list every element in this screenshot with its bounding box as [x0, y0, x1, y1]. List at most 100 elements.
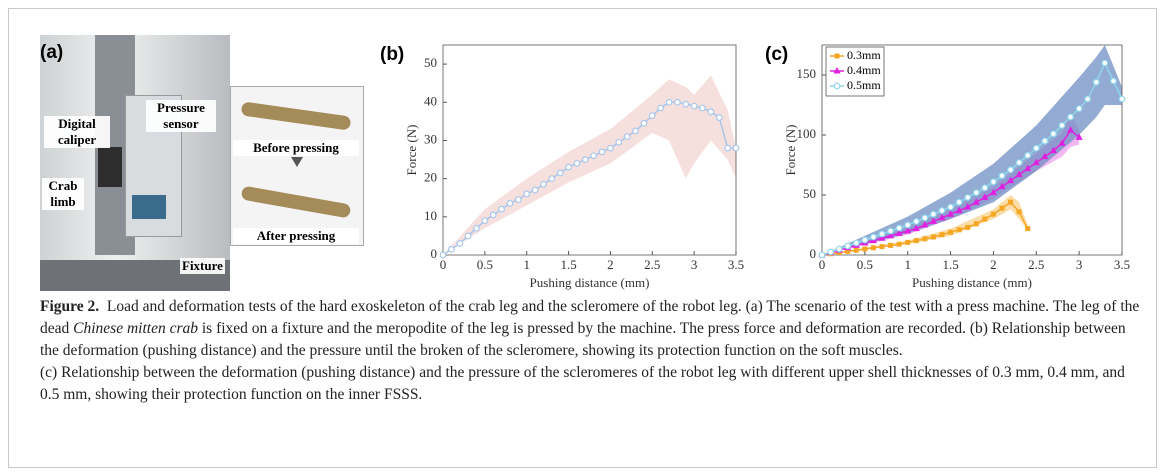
marker	[607, 144, 614, 152]
x-tick-label: 2	[990, 257, 997, 272]
marker	[999, 205, 1005, 211]
marker	[1006, 176, 1015, 184]
marker	[886, 231, 895, 239]
marker	[878, 230, 886, 238]
marker	[632, 127, 639, 135]
marker	[1049, 146, 1058, 154]
marker	[852, 239, 860, 247]
y-tick-label: 20	[424, 170, 437, 185]
marker	[590, 152, 598, 160]
x-tick-label: 1	[523, 257, 530, 272]
photo-label: Fixture	[180, 258, 225, 274]
marker	[929, 217, 938, 224]
marker	[946, 210, 955, 217]
marker	[456, 240, 464, 247]
legend-marker	[834, 53, 840, 59]
y-tick-label: 0	[810, 246, 817, 261]
marker	[531, 186, 539, 194]
marker	[1050, 130, 1057, 138]
marker	[1016, 209, 1022, 215]
x-tick-label: 1	[904, 257, 911, 272]
caption-text: (c) Relationship between the deformation…	[40, 364, 1125, 403]
x-tick-label: 0	[440, 257, 447, 272]
marker	[844, 242, 852, 250]
marker	[1024, 151, 1032, 159]
marker	[573, 159, 581, 167]
marker	[1041, 152, 1049, 160]
marker	[930, 210, 937, 218]
caption-label: Figure 2.	[40, 298, 100, 315]
marker	[1092, 78, 1100, 86]
marker	[912, 217, 920, 225]
x-tick-label: 3.5	[1114, 257, 1130, 272]
marker	[939, 232, 945, 238]
x-tick-label: 2.5	[644, 257, 660, 272]
marker	[523, 190, 531, 198]
marker	[565, 163, 572, 171]
marker	[998, 172, 1006, 180]
error-band	[822, 195, 1028, 255]
marker	[707, 108, 715, 116]
plot-frame	[821, 44, 1123, 256]
marker	[732, 144, 740, 152]
marker	[1032, 144, 1040, 152]
marker	[955, 206, 963, 214]
marker	[665, 98, 673, 106]
marker	[724, 144, 732, 152]
marker	[905, 239, 911, 245]
marker	[1015, 170, 1023, 178]
marker	[922, 236, 928, 242]
x-tick-label: 1.5	[560, 257, 576, 272]
marker	[1024, 164, 1032, 172]
y-axis-label: Force (N)	[404, 125, 419, 176]
marker	[904, 227, 912, 234]
inset-photo	[230, 86, 364, 246]
marker	[896, 241, 902, 247]
photo-label: Pressure sensor	[146, 100, 216, 132]
caption-text: Load and deformation tests of the hard e…	[40, 298, 1140, 337]
x-tick-label: 3.5	[728, 257, 744, 272]
marker	[1015, 159, 1023, 167]
marker	[870, 245, 876, 251]
marker	[861, 236, 869, 244]
photo-label: Before pressing	[233, 140, 359, 156]
photo-label: Digital caliper	[44, 116, 110, 148]
x-tick-label: 1.5	[942, 257, 958, 272]
marker	[548, 175, 556, 183]
x-axis-label: Pushing distance (mm)	[912, 275, 1032, 290]
marker	[715, 114, 723, 121]
marker	[1025, 226, 1031, 232]
y-tick-label: 50	[803, 186, 816, 201]
marker	[473, 224, 480, 232]
marker	[447, 245, 455, 253]
marker	[870, 233, 877, 241]
arrow	[291, 157, 303, 167]
marker	[981, 193, 989, 200]
x-tick-label: 0	[819, 257, 826, 272]
legend-marker	[833, 82, 841, 90]
photo-label: After pressing	[233, 228, 359, 244]
marker	[1007, 166, 1014, 174]
x-tick-label: 0.5	[857, 257, 873, 272]
y-tick-label: 30	[424, 131, 437, 146]
y-tick-label: 0	[431, 246, 438, 261]
x-tick-label: 3	[1076, 257, 1083, 272]
marker	[648, 112, 656, 120]
marker	[690, 102, 698, 110]
marker	[615, 138, 623, 146]
marker	[895, 229, 903, 236]
marker	[862, 246, 868, 252]
marker	[1118, 95, 1126, 103]
legend-label: 0.5mm	[847, 78, 881, 92]
marker	[930, 234, 936, 240]
marker	[904, 221, 912, 229]
panel-label: (c)	[765, 44, 788, 65]
y-axis-label: Force (N)	[783, 125, 798, 176]
marker	[956, 227, 962, 233]
marker	[699, 104, 706, 112]
y-tick-label: 10	[424, 208, 437, 223]
marker	[989, 188, 998, 196]
panel-label: (b)	[380, 44, 404, 65]
marker	[827, 248, 834, 256]
